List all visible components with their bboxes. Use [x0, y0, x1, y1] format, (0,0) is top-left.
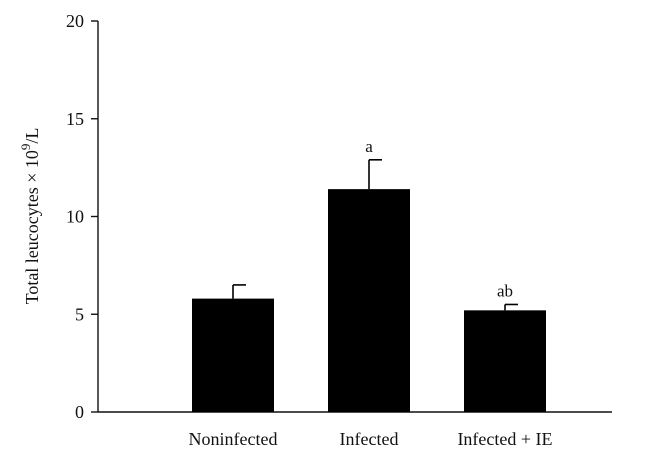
- x-axis-categories: Noninfected Infected Infected + IE: [189, 429, 553, 449]
- significance-label: a: [365, 137, 373, 156]
- x-category-label: Infected: [340, 429, 399, 449]
- y-tick-label: 5: [75, 304, 84, 324]
- significance-annotations: a ab: [365, 137, 513, 301]
- x-category-label: Infected + IE: [457, 429, 552, 449]
- y-tick-label: 20: [66, 11, 84, 31]
- bar-infected: [328, 189, 410, 412]
- bar-infected-ie: [464, 310, 546, 412]
- x-category-label: Noninfected: [189, 429, 278, 449]
- bar-noninfected: [192, 298, 274, 412]
- y-axis-title: Total leucocytes × 109/L: [18, 128, 42, 305]
- y-tick-label: 10: [66, 207, 84, 227]
- significance-label: ab: [497, 281, 513, 300]
- y-tick-label: 0: [75, 402, 84, 422]
- y-tick-label: 15: [66, 109, 84, 129]
- bars: [192, 189, 546, 412]
- y-axis-ticks: 0 5 10 15 20: [66, 11, 98, 422]
- error-bars: [232, 159, 518, 311]
